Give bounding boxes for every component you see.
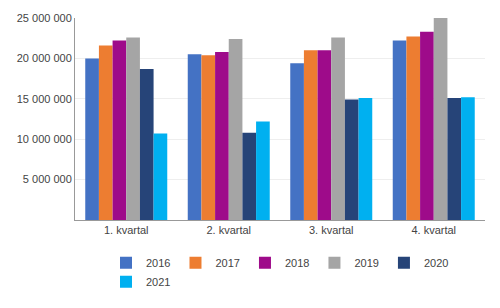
svg-text:15 000 000: 15 000 000 — [17, 93, 72, 105]
svg-text:20 000 000: 20 000 000 — [17, 52, 72, 64]
svg-text:2016: 2016 — [146, 257, 170, 269]
svg-text:3. kvartal: 3. kvartal — [309, 224, 354, 236]
svg-text:25 000 000: 25 000 000 — [17, 12, 72, 24]
svg-text:10 000 000: 10 000 000 — [17, 133, 72, 145]
svg-text:2. kvartal: 2. kvartal — [206, 224, 251, 236]
svg-text:1. kvartal: 1. kvartal — [104, 224, 149, 236]
svg-text:2017: 2017 — [215, 257, 239, 269]
svg-text:4. kvartal: 4. kvartal — [411, 224, 456, 236]
svg-text:2018: 2018 — [285, 257, 309, 269]
svg-text:2021: 2021 — [146, 276, 170, 288]
svg-text:5 000 000: 5 000 000 — [23, 173, 72, 185]
svg-text:2019: 2019 — [354, 257, 378, 269]
svg-text:2020: 2020 — [424, 257, 448, 269]
